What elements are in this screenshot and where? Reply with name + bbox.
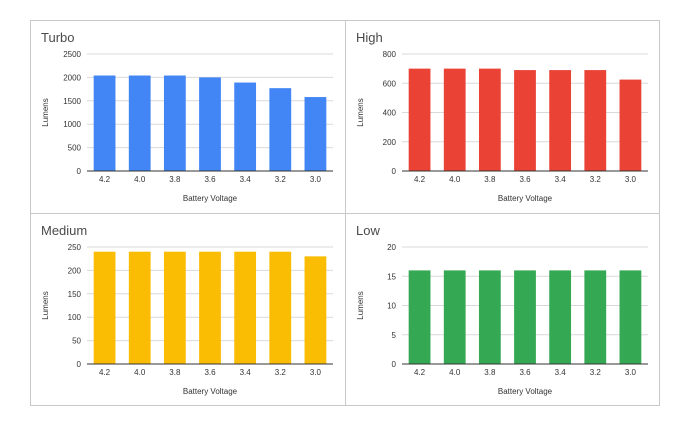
bar: [408, 68, 431, 171]
x-tick-label: 3.4: [240, 175, 252, 184]
y-tick-label: 0: [392, 167, 397, 176]
x-tick-label: 4.0: [134, 368, 146, 377]
y-tick-label: 5: [392, 331, 397, 340]
bar: [584, 70, 607, 171]
bar: [93, 75, 116, 171]
x-tick-label: 4.2: [414, 368, 426, 377]
chart-high: High 0 200 400 600 800 4.2 4.0 3.8 3.6 3.4 3.2 3.0 Ba…: [356, 30, 648, 203]
x-axis-label: Battery Voltage: [498, 194, 553, 203]
x-axis-label: Battery Voltage: [498, 387, 553, 396]
y-tick-label: 50: [72, 337, 81, 346]
y-tick-label: 150: [68, 290, 82, 299]
y-tick-label: 0: [77, 360, 82, 369]
bar: [234, 251, 257, 364]
bar: [619, 270, 642, 364]
bar: [549, 70, 572, 171]
x-tick-label: 3.4: [555, 368, 567, 377]
bar: [584, 270, 607, 364]
y-tick-label: 10: [387, 302, 396, 311]
x-tick-label: 3.2: [275, 368, 287, 377]
x-tick-label: 3.0: [310, 175, 322, 184]
bar: [128, 251, 151, 364]
x-tick-label: 4.0: [134, 175, 146, 184]
y-axis-label: Lumens: [41, 98, 50, 126]
charts-grid: Turbo 0 500 1000 1500 2000 2500 4.2 4.0 3.8 3.6 3.4…: [30, 20, 660, 406]
bar: [234, 82, 257, 171]
x-tick-label: 3.0: [310, 368, 322, 377]
x-tick-label: 3.4: [240, 368, 252, 377]
y-tick-label: 400: [383, 109, 397, 118]
chart-title: Low: [356, 223, 380, 238]
bar: [93, 251, 116, 364]
x-tick-label: 4.0: [449, 175, 461, 184]
bar: [128, 75, 151, 171]
bar: [478, 270, 501, 364]
panel-divider-horizontal: [31, 213, 659, 214]
bar: [619, 79, 642, 171]
x-tick-label: 3.6: [204, 368, 216, 377]
y-axis-label: Lumens: [41, 291, 50, 319]
x-tick-label: 4.2: [99, 368, 111, 377]
y-tick-label: 200: [68, 266, 82, 275]
bar: [199, 251, 221, 364]
x-tick-label: 3.2: [590, 368, 602, 377]
x-tick-label: 3.2: [590, 175, 602, 184]
x-tick-label: 4.0: [449, 368, 461, 377]
y-tick-label: 600: [383, 79, 397, 88]
bar: [304, 256, 327, 364]
y-tick-label: 500: [68, 144, 82, 153]
bar: [443, 270, 466, 364]
x-tick-label: 3.0: [625, 368, 637, 377]
y-axis-label: Lumens: [356, 98, 365, 126]
y-axis-label: Lumens: [356, 291, 365, 319]
bar: [549, 270, 572, 364]
y-tick-label: 200: [383, 138, 397, 147]
bar: [408, 270, 431, 364]
y-tick-label: 15: [387, 272, 396, 281]
y-tick-label: 0: [392, 360, 397, 369]
x-tick-label: 3.8: [484, 175, 496, 184]
x-tick-label: 3.8: [169, 175, 181, 184]
x-tick-label: 3.2: [275, 175, 287, 184]
bar: [269, 88, 292, 171]
chart-title: Medium: [41, 223, 87, 238]
y-tick-label: 2000: [63, 73, 81, 82]
bar: [199, 77, 221, 171]
y-tick-label: 0: [77, 167, 82, 176]
bar: [304, 97, 327, 171]
x-tick-label: 3.4: [555, 175, 567, 184]
bar: [478, 68, 501, 171]
x-tick-label: 3.0: [625, 175, 637, 184]
bar: [163, 75, 186, 171]
x-tick-label: 3.8: [169, 368, 181, 377]
x-tick-label: 4.2: [414, 175, 426, 184]
x-tick-label: 3.6: [204, 175, 216, 184]
y-tick-label: 250: [68, 243, 82, 252]
chart-low: Low 0 5 10 15 20 4.2 4.0 3.8 3.6 3.4 3.2 3.0 Battery …: [356, 223, 648, 396]
y-tick-label: 800: [383, 50, 397, 59]
x-tick-label: 3.8: [484, 368, 496, 377]
y-tick-label: 1500: [63, 97, 81, 106]
bar: [163, 251, 186, 364]
x-tick-label: 3.6: [519, 368, 531, 377]
chart-turbo: Turbo 0 500 1000 1500 2000 2500 4.2 4.0 3.8 3.6 3.4…: [41, 30, 333, 203]
bar: [514, 70, 536, 171]
bar: [443, 68, 466, 171]
chart-medium: Medium 0 50 100 150 200 250 4.2 4.0 3.8 3.6 3.4 3.2 3…: [41, 223, 333, 396]
chart-title: High: [356, 30, 383, 45]
chart-title: Turbo: [41, 30, 74, 45]
y-tick-label: 20: [387, 243, 396, 252]
x-axis-label: Battery Voltage: [183, 194, 238, 203]
y-tick-label: 1000: [63, 120, 81, 129]
y-tick-label: 2500: [63, 50, 81, 59]
x-tick-label: 3.6: [519, 175, 531, 184]
y-tick-label: 100: [68, 313, 82, 322]
bar: [514, 270, 536, 364]
x-axis-label: Battery Voltage: [183, 387, 238, 396]
x-tick-label: 4.2: [99, 175, 111, 184]
bar: [269, 251, 292, 364]
